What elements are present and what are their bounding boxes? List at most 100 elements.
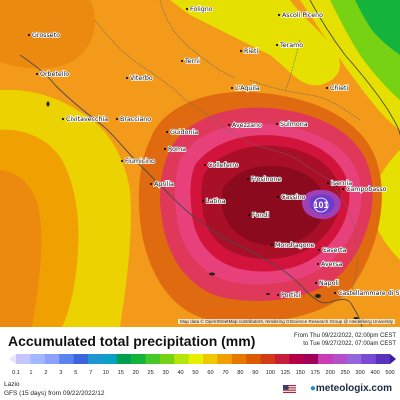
map-attribution: Map data © OpenStreetMap contributors, r… bbox=[178, 319, 396, 324]
island-capri bbox=[353, 317, 359, 320]
city-label[interactable]: Isernia bbox=[330, 179, 353, 188]
city-dot bbox=[27, 33, 31, 37]
city-label[interactable]: L'Aquila bbox=[234, 84, 261, 93]
max-value-marker[interactable]: 101 bbox=[313, 197, 329, 213]
legend-swatch bbox=[159, 354, 175, 364]
city-label[interactable]: Aprilia bbox=[153, 180, 175, 189]
island-ponza bbox=[209, 272, 215, 276]
legend-swatch bbox=[274, 354, 290, 364]
legend-swatch bbox=[346, 354, 362, 364]
city-dot bbox=[325, 86, 329, 90]
city-dot bbox=[180, 59, 184, 63]
city-dot bbox=[276, 293, 280, 297]
legend-swatch bbox=[73, 354, 89, 364]
city-label[interactable]: Ascoli Piceno bbox=[281, 11, 324, 20]
legend-tick-label: 90 bbox=[252, 370, 258, 376]
city-dot bbox=[277, 13, 281, 17]
legend-arrow-left bbox=[9, 354, 16, 364]
city-dot bbox=[333, 291, 337, 295]
legend-swatch bbox=[231, 354, 247, 364]
city-label[interactable]: Cassino bbox=[280, 193, 306, 202]
city-dot bbox=[230, 86, 234, 90]
city-dot bbox=[317, 248, 321, 252]
precip-field-southwest-deep-orange bbox=[0, 170, 42, 327]
precipitation-map[interactable]: Foligno Ascoli Piceno Grosseto Rieti Teramo O… bbox=[0, 0, 400, 327]
legend-tick-label: 500 bbox=[385, 370, 394, 376]
precip-field-north-yellow bbox=[170, 0, 340, 86]
city-label[interactable]: Viterbo bbox=[129, 74, 153, 83]
legend-swatch bbox=[188, 354, 204, 364]
city-label[interactable]: Avezzano bbox=[231, 121, 263, 130]
brand-logo[interactable]: ●meteologix.com bbox=[310, 383, 392, 394]
legend-swatch bbox=[375, 354, 391, 364]
city-label[interactable]: Latina bbox=[205, 197, 226, 206]
city-label[interactable]: Bracciano bbox=[119, 115, 152, 124]
city-label[interactable]: Campobasso bbox=[345, 185, 387, 194]
legend-swatch bbox=[318, 354, 333, 364]
city-label[interactable]: Portici bbox=[280, 291, 301, 300]
island-ventotene bbox=[266, 293, 270, 295]
city-dot bbox=[120, 159, 124, 163]
city-label[interactable]: Mondragone bbox=[274, 241, 315, 250]
city-dot bbox=[165, 130, 169, 134]
island-giglio bbox=[46, 101, 50, 107]
legend-swatch bbox=[174, 354, 189, 364]
city-dot bbox=[203, 163, 207, 167]
legend-swatch bbox=[102, 354, 117, 364]
city-label[interactable]: Teramo bbox=[278, 41, 304, 50]
city-dot bbox=[275, 43, 279, 47]
city-label[interactable]: Terni bbox=[183, 57, 201, 66]
city-label[interactable]: Guidonia bbox=[169, 128, 199, 137]
legend-tick-label: 50 bbox=[192, 370, 198, 376]
legend-swatch bbox=[145, 354, 161, 364]
legend-tick-label: 70 bbox=[222, 370, 228, 376]
legend-tick-label: 2 bbox=[44, 370, 47, 376]
legend-tick-label: 300 bbox=[355, 370, 364, 376]
city-layer: Foligno Ascoli Piceno Grosseto Rieti Teramo O… bbox=[27, 5, 400, 300]
legend-tick-labels: 0.1 1 2 3 5 7 10 15 20 25 30 40 50 60 70 80 90 100 125 150 1… bbox=[12, 370, 395, 376]
city-label[interactable]: Frosinone bbox=[250, 175, 282, 184]
city-label[interactable]: Roma bbox=[167, 145, 187, 154]
city-dot bbox=[341, 187, 345, 191]
us-flag-icon[interactable] bbox=[283, 385, 296, 393]
model-run-label: GFS (15 days) from 09/22/2022/12 bbox=[4, 390, 105, 397]
city-dot bbox=[149, 182, 153, 186]
city-label[interactable]: Sulmona bbox=[279, 120, 308, 129]
city-label[interactable]: Fondi bbox=[251, 211, 270, 220]
legend-arrow-right bbox=[390, 354, 396, 364]
legend-swatch bbox=[260, 354, 276, 364]
regional-borders bbox=[94, 0, 361, 291]
legend-swatch bbox=[246, 354, 261, 364]
precip-field-east-yellow bbox=[371, 150, 400, 260]
legend-tick-label: 0.1 bbox=[12, 370, 20, 376]
legend-swatch bbox=[59, 354, 74, 364]
city-label[interactable]: Castellammare di Stabia bbox=[337, 289, 400, 298]
map-title: Accumulated total precipitation (mm) bbox=[8, 333, 256, 349]
city-dot bbox=[125, 76, 129, 80]
city-label[interactable]: Caserta bbox=[321, 246, 347, 255]
city-dot bbox=[201, 199, 205, 203]
city-label[interactable]: Chieti bbox=[329, 84, 349, 93]
legend-tick-label: 3 bbox=[59, 370, 62, 376]
city-label[interactable]: Civitavecchia bbox=[65, 115, 109, 124]
legend-tick-label: 25 bbox=[148, 370, 154, 376]
city-dot bbox=[163, 147, 167, 151]
city-label[interactable]: Colleferro bbox=[207, 161, 239, 170]
city-label[interactable]: Grosseto bbox=[31, 31, 61, 40]
legend-color-bar bbox=[9, 354, 396, 364]
legend-tick-label: 5 bbox=[74, 370, 77, 376]
time-from: From Thu 09/22/2022, 02:00pm CEST bbox=[294, 333, 396, 339]
legend-swatch bbox=[87, 354, 103, 364]
city-label[interactable]: Fiumicino bbox=[124, 157, 156, 166]
legend-tick-label: 250 bbox=[340, 370, 349, 376]
city-label[interactable]: Foligno bbox=[189, 5, 213, 14]
city-dot bbox=[276, 195, 280, 199]
time-to: to Tue 09/27/2022, 07:00am CEST bbox=[303, 341, 396, 347]
city-label[interactable]: Orbetello bbox=[39, 70, 70, 79]
legend-tick-label: 20 bbox=[133, 370, 139, 376]
city-dot bbox=[239, 49, 243, 53]
city-label[interactable]: Rieti bbox=[243, 47, 259, 56]
city-dot bbox=[270, 243, 274, 247]
city-label[interactable]: Aversa bbox=[320, 260, 343, 269]
city-label[interactable]: Napoli bbox=[318, 279, 340, 288]
